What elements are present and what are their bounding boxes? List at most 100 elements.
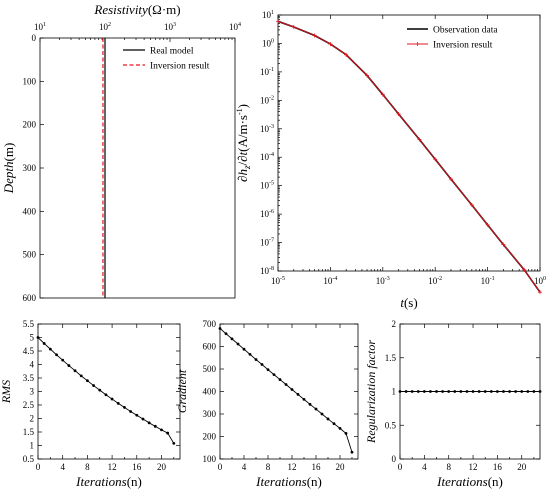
data-point: [36, 336, 40, 339]
data-point: [398, 390, 402, 393]
legend-label: Inversion result: [150, 62, 210, 72]
y-tick-label: 4: [30, 360, 35, 370]
y-axis-label: Depth(m): [1, 143, 16, 195]
data-point: [514, 390, 518, 393]
x-tick-label: 100: [534, 276, 546, 286]
resistivity-depth-chart: 101 102 103 104 0 100 200 300 400 500 600 Real mode…: [1, 2, 241, 303]
data-point: [477, 390, 481, 393]
x-axis-label: Iterations(n): [436, 474, 503, 489]
data-point: [526, 390, 530, 393]
y-tick-label: 10-4: [260, 152, 274, 162]
x-tick-label: 0: [218, 462, 223, 472]
data-point: [320, 412, 324, 416]
y-tick-label: 0: [392, 454, 397, 464]
data-point: [284, 383, 288, 386]
x-tick-label: 12: [469, 462, 478, 472]
data-point: [110, 397, 114, 401]
y-tick-label: 5: [30, 333, 35, 343]
x-axis-label: t(s): [400, 295, 417, 310]
data-point: [350, 450, 354, 454]
series-point: [344, 52, 349, 57]
data-point: [308, 402, 312, 406]
data-point: [236, 342, 240, 346]
series-point: [365, 73, 370, 78]
y-tick-label: 100: [23, 76, 37, 86]
y-tick-label: 10-5: [260, 181, 274, 191]
y-tick-label: 400: [23, 206, 37, 216]
data-point: [459, 390, 463, 393]
x-tick-label: 0: [398, 462, 403, 472]
y-tick-label: 2: [30, 414, 35, 424]
x-tick-label: 4: [422, 462, 427, 472]
data-point: [48, 347, 52, 351]
x-tick-label: 16: [493, 462, 503, 472]
y-tick-label: 10-7: [260, 238, 274, 248]
legend: Observation data Inversion result: [407, 26, 498, 51]
data-point: [344, 431, 348, 435]
data-point: [116, 401, 120, 405]
data-point: [98, 388, 102, 392]
x-tick-label: 10-5: [271, 276, 285, 286]
x-tick-label: 0: [36, 462, 41, 472]
data-point: [123, 406, 126, 409]
data-point: [147, 421, 151, 425]
data-point: [332, 422, 336, 426]
data-point: [67, 364, 71, 367]
data-point: [254, 358, 258, 361]
data-point: [290, 388, 294, 391]
data-point: [520, 390, 524, 393]
data-point: [422, 390, 426, 393]
data-point: [224, 332, 228, 336]
y-axis-label: Gradient: [175, 369, 189, 413]
y-tick-label: 2: [392, 319, 397, 329]
data-point: [410, 390, 414, 393]
data-point: [465, 390, 469, 393]
x-tick-label: 101: [34, 22, 46, 32]
x-tick-label: 20: [336, 462, 346, 472]
series-point: [538, 290, 542, 295]
y-tick-label: 100: [203, 454, 217, 464]
y-tick-label: 300: [23, 163, 37, 173]
x-axis-label: Resistivity(Ω·m): [93, 2, 180, 17]
y-tick-label: 500: [23, 250, 37, 260]
y-tick-label: 0: [32, 33, 37, 43]
series-point: [433, 157, 438, 162]
gradient-iterations-chart: 0 4 8 12 16 20 100 200 300 400 500 600 700 Iterations…: [175, 319, 359, 489]
regularization-factor-chart: 0 4 8 12 16 20 0 0.5 1 1.5 2 Iterations(n) Regulariz…: [364, 319, 542, 489]
y-tick-label: 101: [262, 10, 274, 20]
series-point: [417, 137, 422, 142]
plot-frame: [39, 37, 236, 299]
series-point: [328, 42, 333, 47]
x-tick-label: 12: [288, 462, 297, 472]
y-tick-label: 10-8: [260, 266, 274, 276]
data-point: [483, 390, 487, 393]
data-point: [441, 390, 445, 393]
data-point: [92, 384, 95, 387]
data-point: [429, 390, 432, 393]
data-point: [272, 373, 276, 377]
y-tick-label: 10-1: [260, 67, 274, 77]
x-tick-label: 16: [132, 462, 142, 472]
data-point: [404, 390, 408, 393]
x-tick-label: 16: [312, 462, 322, 472]
y-tick-label: 4.5: [23, 346, 35, 356]
data-point: [135, 413, 139, 417]
data-point: [302, 397, 306, 401]
dhz-dt-decay-chart: 10-5 10-4 10-3 10-2 10-1 100 10-8 10-7 10-6 10-5 1…: [235, 10, 546, 310]
x-axis-label: Iterations(n): [255, 474, 322, 489]
y-tick-label: 2.5: [23, 400, 35, 410]
y-tick-label: 300: [203, 409, 217, 419]
x-tick-label: 12: [108, 462, 117, 472]
y-tick-label: 500: [203, 364, 217, 374]
y-tick-label: 3.5: [23, 373, 35, 383]
y-tick-label: 1: [392, 387, 397, 397]
x-tick-label: 4: [242, 462, 247, 472]
data-point: [502, 390, 505, 393]
y-tick-label: 100: [262, 38, 274, 48]
series-line-observation-data: [277, 20, 541, 293]
y-tick-label: 0.5: [23, 454, 35, 464]
data-point: [495, 390, 499, 393]
y-axis-label: ∂hz/∂t(A/m·s-1): [235, 104, 252, 182]
y-tick-label: 10-3: [260, 124, 274, 134]
y-tick-label: 1.5: [23, 427, 35, 437]
